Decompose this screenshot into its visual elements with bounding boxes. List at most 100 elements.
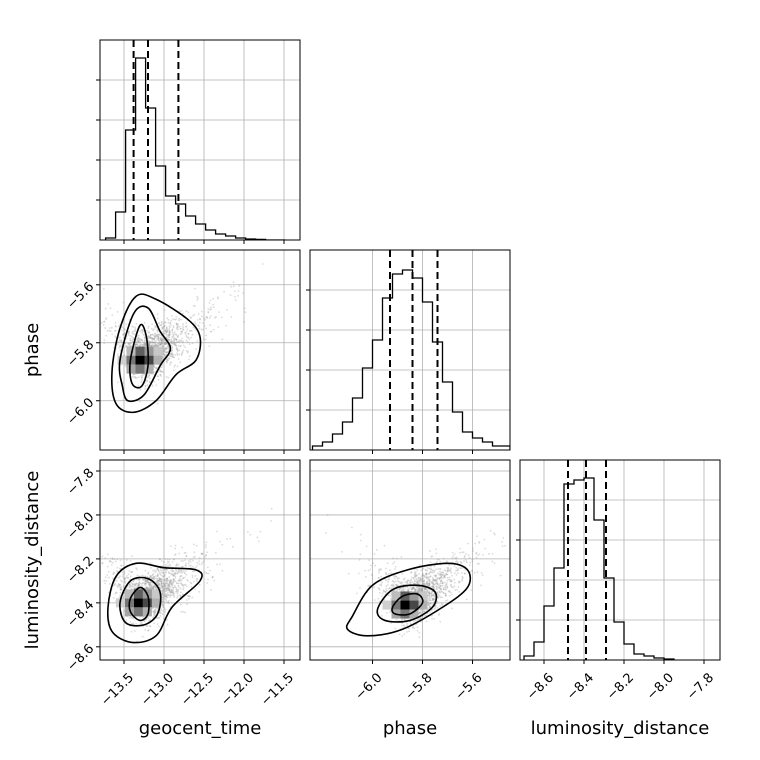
scatter-point [207,307,210,310]
scatter-point [184,559,186,562]
scatter-point [420,590,423,592]
scatter-point [153,337,156,340]
scatter-point [161,596,164,599]
scatter-point [172,325,175,327]
scatter-point [392,580,395,582]
scatter-point [155,577,158,580]
scatter-point [450,583,452,586]
scatter-point [475,551,478,554]
scatter-point [161,339,163,342]
scatter-point [428,597,431,600]
scatter-point [124,346,127,348]
scatter-point [134,344,137,346]
scatter-point [153,611,156,614]
scatter-point [158,576,161,579]
scatter-point [101,561,104,564]
scatter-point [163,597,165,600]
scatter-point [153,622,156,625]
scatter-point [141,329,144,331]
scatter-point [138,341,141,343]
scatter-point [437,584,440,587]
scatter-point [451,551,454,554]
scatter-point [209,317,211,319]
scatter-point [106,574,109,576]
scatter-point [161,327,164,330]
scatter-point [173,331,176,334]
scatter-point [459,551,462,554]
scatter-point [156,617,159,619]
scatter-point [367,584,370,587]
scatter-point [177,571,180,574]
scatter-point [396,584,399,587]
scatter-point [423,578,425,581]
scatter-point [121,580,123,583]
scatter-point [165,331,167,334]
panel-content [520,460,720,660]
scatter-point [65,540,67,542]
scatter-point [133,630,136,632]
scatter-point [115,579,118,582]
scatter-point [431,598,434,601]
scatter-point [137,376,140,379]
scatter-point [143,342,146,345]
scatter-point [205,316,208,319]
scatter-point [433,583,436,586]
scatter-point [138,345,141,348]
scatter-point [156,336,159,339]
scatter-point [102,324,105,326]
scatter-point [438,573,440,576]
scatter-point [446,570,449,573]
scatter-point [119,344,122,347]
scatter-point [153,337,156,340]
scatter-point [149,341,152,343]
scatter-point [390,584,393,587]
scatter-point [196,297,199,300]
scatter-point [148,342,150,344]
scatter-point [482,554,485,556]
scatter-point [416,581,419,584]
scatter-point [475,556,478,559]
scatter-point [162,572,165,574]
scatter-point [170,578,172,581]
scatter-point [152,616,155,618]
scatter-point [379,583,381,586]
scatter-point [213,579,216,582]
scatter-point [168,354,171,357]
scatter-point [175,322,178,325]
scatter-point [160,334,163,337]
scatter-point [171,329,174,332]
scatter-point [198,318,201,320]
scatter-point [184,552,187,554]
scatter-point [421,572,424,575]
scatter-point [387,594,390,597]
scatter-point [456,561,459,563]
scatter-point [148,341,150,343]
scatter-point [449,570,452,573]
scatter-point [427,579,430,581]
scatter-point [433,579,436,582]
scatter-point [97,297,99,299]
scatter-point [147,572,149,575]
scatter-point [426,581,428,583]
scatter-point [436,593,439,595]
scatter-point [429,599,431,602]
scatter-point [194,588,197,591]
scatter-point [174,553,177,556]
scatter-point [114,330,117,332]
scatter-point [84,304,86,306]
scatter-point [439,571,441,573]
scatter-point [144,342,147,344]
scatter-point [444,594,447,597]
scatter-point [176,326,179,329]
scatter-point [215,315,217,318]
scatter-point [381,595,383,598]
scatter-point [426,577,429,580]
scatter-point [159,343,161,346]
scatter-point [166,330,169,333]
scatter-point [407,588,410,590]
scatter-point [122,573,124,576]
scatter-point [185,339,188,342]
scatter-point [463,555,466,557]
scatter-point [175,338,178,341]
scatter-point [147,581,150,584]
